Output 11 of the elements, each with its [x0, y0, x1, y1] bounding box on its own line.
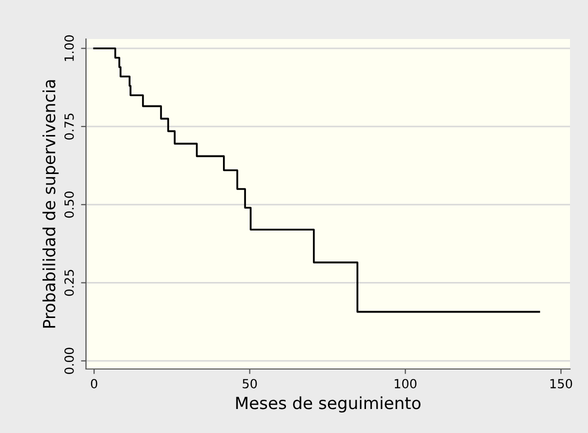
x-tick-label: 100 — [394, 378, 416, 388]
x-tick-label: 150 — [550, 378, 572, 388]
y-tick-label: 0.50 — [64, 192, 74, 218]
y-tick-label: 0.75 — [64, 114, 74, 140]
y-axis-title: Probabilidad de supervivencia — [42, 80, 59, 328]
x-axis-title: Meses de seguimiento — [236, 396, 420, 413]
y-tick-label: 0.25 — [64, 270, 74, 296]
y-tick-label: 1.00 — [64, 35, 74, 61]
x-tick-label: 0 — [90, 378, 98, 388]
y-tick-label: 0.00 — [64, 348, 74, 374]
x-tick-label: 50 — [242, 378, 257, 388]
